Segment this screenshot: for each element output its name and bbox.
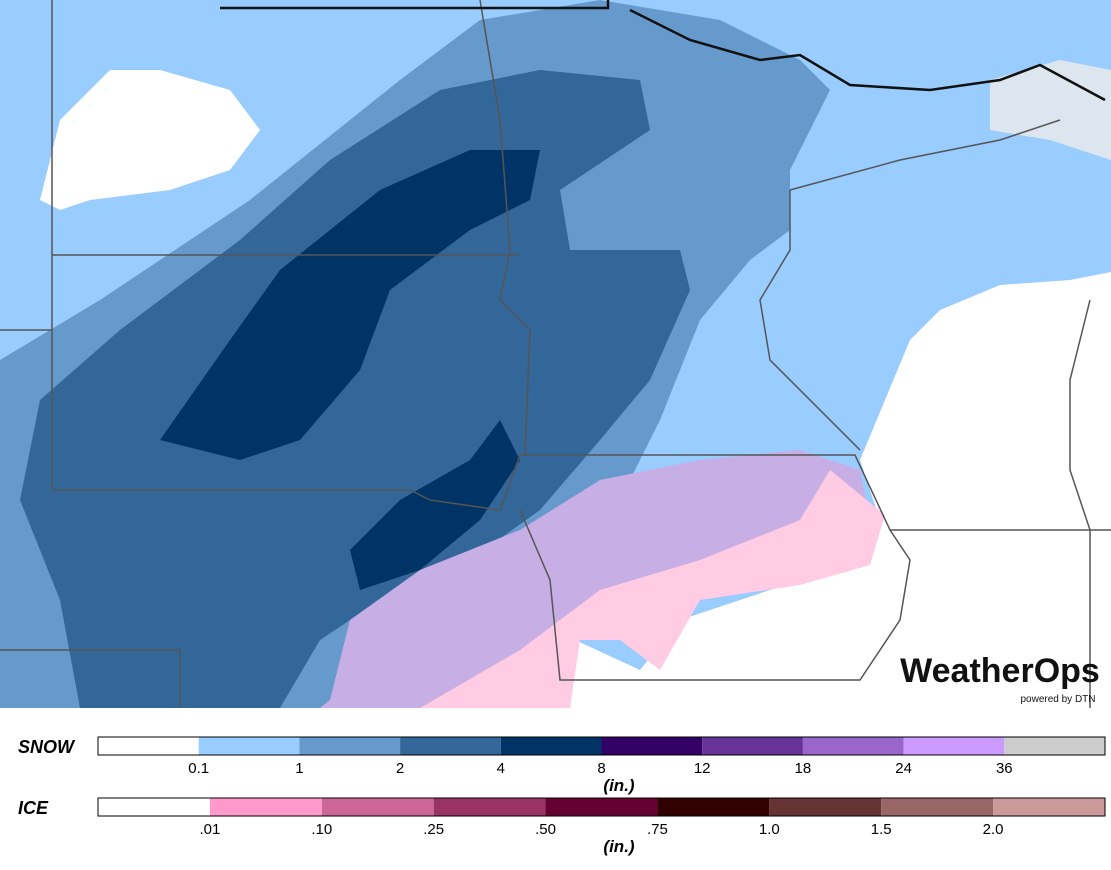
legend-label: .50: [535, 821, 556, 838]
legend-unit: (in.): [603, 776, 634, 795]
legend-swatch: [601, 737, 703, 755]
legend-swatch: [433, 798, 546, 816]
legend-swatch: [400, 737, 501, 755]
legend-swatch: [545, 798, 658, 816]
legend-swatch: [299, 737, 401, 755]
legend-label: 1: [295, 760, 303, 777]
lake-ice: [990, 60, 1111, 160]
ice-area: [420, 470, 885, 708]
no-precip-area: [570, 272, 1111, 708]
legend-swatch: [802, 737, 904, 755]
legend-label: .10: [311, 821, 332, 838]
legend-swatch: [321, 798, 434, 816]
state-border: [0, 329, 181, 708]
snow-4-8: [160, 150, 540, 460]
snow-2-4: [20, 70, 690, 708]
legend-label: 1.0: [759, 821, 780, 838]
legend-label: .01: [199, 821, 220, 838]
legend-label: 24: [895, 760, 912, 777]
legend-label: 18: [795, 760, 812, 777]
legend-title: ICE: [18, 798, 49, 818]
snow-4-8: [350, 420, 520, 590]
state-border: [51, 0, 1111, 531]
legend-swatch: [881, 798, 994, 816]
legend-frame: [97, 797, 1106, 817]
state-border: [479, 0, 911, 681]
legend-swatch: [903, 737, 1005, 755]
legend-swatch: [198, 737, 300, 755]
map: WeatherOps powered by DTN: [0, 0, 1111, 708]
legend-swatch: [1004, 737, 1105, 755]
legend-swatch: [98, 798, 210, 816]
legend-label: 2: [396, 760, 404, 777]
legend-unit: (in.): [603, 837, 634, 856]
legend-label: 4: [497, 760, 505, 777]
state-border: [759, 119, 1091, 708]
legend-swatch: [993, 798, 1105, 816]
legend-swatch: [769, 798, 882, 816]
legend-swatch: [500, 737, 602, 755]
mixed-precip: [320, 450, 870, 708]
no-precip-area: [40, 70, 260, 210]
legend-label: 8: [597, 760, 605, 777]
legend-label: 36: [996, 760, 1013, 777]
legend-frame: [97, 736, 1106, 756]
legend-swatch: [209, 798, 322, 816]
legend-swatch: [657, 798, 770, 816]
legend-swatch: [98, 737, 199, 755]
brand-tagline: powered by DTN: [1020, 694, 1095, 705]
legend-label: 0.1: [188, 760, 209, 777]
legend-label: 12: [694, 760, 711, 777]
legend-title: SNOW: [18, 737, 76, 757]
legend-label: .25: [423, 821, 444, 838]
legend-label: .75: [647, 821, 668, 838]
legend-label: 2.0: [983, 821, 1004, 838]
legend-swatch: [702, 737, 803, 755]
legend-label: 1.5: [871, 821, 892, 838]
country-border: [220, 0, 1106, 102]
brand-logo: WeatherOps: [900, 652, 1100, 690]
